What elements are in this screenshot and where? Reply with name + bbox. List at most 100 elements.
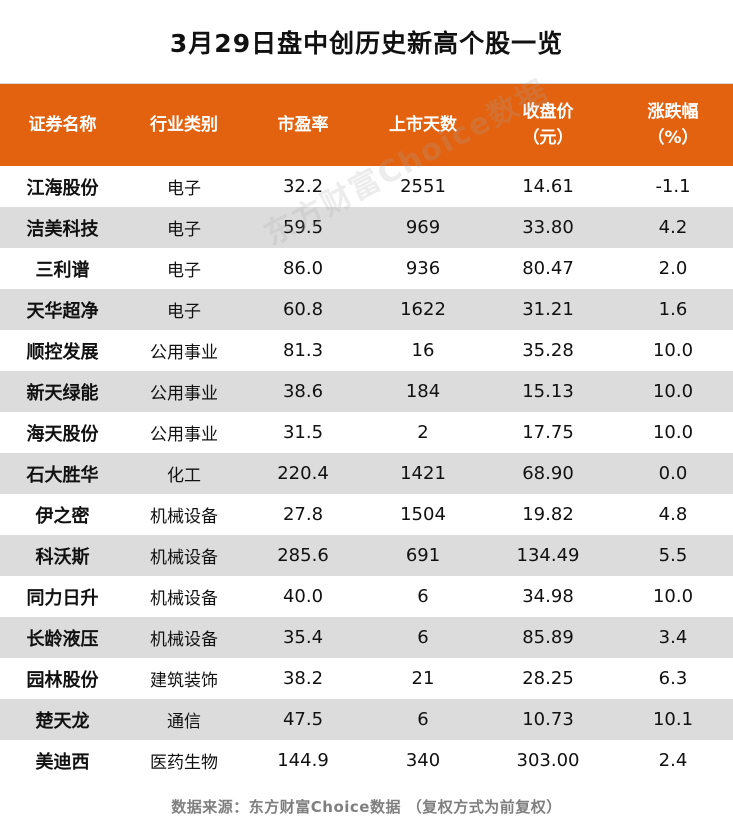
column-header: 市盈率 — [243, 84, 363, 166]
close-price-cell: 85.89 — [483, 617, 613, 658]
stock-name-cell: 顺控发展 — [0, 330, 125, 371]
table-row: 美迪西 医药生物 144.9 340 303.00 2.4 — [0, 740, 733, 781]
column-header-label: 涨跌幅 — [647, 102, 699, 122]
change-pct-cell: 0.0 — [613, 453, 733, 494]
listing-days-cell: 16 — [363, 330, 483, 371]
stock-name-cell: 海天股份 — [0, 412, 125, 453]
stock-name-cell: 楚天龙 — [0, 699, 125, 740]
pe-ratio-cell: 31.5 — [243, 412, 363, 453]
table-row: 江海股份 电子 32.2 2551 14.61 -1.1 — [0, 166, 733, 207]
listing-days-cell: 6 — [363, 699, 483, 740]
stock-name-cell: 天华超净 — [0, 289, 125, 330]
pe-ratio-cell: 86.0 — [243, 248, 363, 289]
column-header: 证券名称 — [0, 84, 125, 166]
page-title: 3月29日盘中创历史新高个股一览 — [169, 28, 564, 58]
table-body: 江海股份 电子 32.2 2551 14.61 -1.1 洁美科技 电子 59.5 969 33.8… — [0, 166, 733, 781]
pe-ratio-cell: 40.0 — [243, 576, 363, 617]
header-row: 证券名称 行业类别 市盈率 上市天数 收盘价 （元） 涨跌幅 （%） — [0, 84, 733, 166]
column-header-label: 收盘价 — [522, 102, 574, 122]
industry-cell: 电子 — [125, 248, 243, 289]
table-row: 同力日升 机械设备 40.0 6 34.98 10.0 — [0, 576, 733, 617]
industry-cell: 公用事业 — [125, 412, 243, 453]
stock-name-cell: 江海股份 — [0, 166, 125, 207]
close-price-cell: 134.49 — [483, 535, 613, 576]
industry-cell: 机械设备 — [125, 576, 243, 617]
listing-days-cell: 1421 — [363, 453, 483, 494]
pe-ratio-cell: 47.5 — [243, 699, 363, 740]
change-pct-cell: -1.1 — [613, 166, 733, 207]
industry-cell: 建筑装饰 — [125, 658, 243, 699]
data-source-footer: 数据来源：东方财富Choice数据 （复权方式为前复权） — [171, 797, 562, 816]
change-pct-cell: 3.4 — [613, 617, 733, 658]
industry-cell: 医药生物 — [125, 740, 243, 781]
table-row: 天华超净 电子 60.8 1622 31.21 1.6 — [0, 289, 733, 330]
table-row: 新天绿能 公用事业 38.6 184 15.13 10.0 — [0, 371, 733, 412]
change-pct-cell: 2.4 — [613, 740, 733, 781]
close-price-cell: 31.21 — [483, 289, 613, 330]
industry-cell: 电子 — [125, 207, 243, 248]
table-row: 园林股份 建筑装饰 38.2 21 28.25 6.3 — [0, 658, 733, 699]
pe-ratio-cell: 38.2 — [243, 658, 363, 699]
stock-name-cell: 石大胜华 — [0, 453, 125, 494]
industry-cell: 机械设备 — [125, 494, 243, 535]
column-header-label: 上市天数 — [389, 115, 457, 135]
table-row: 石大胜华 化工 220.4 1421 68.90 0.0 — [0, 453, 733, 494]
pe-ratio-cell: 27.8 — [243, 494, 363, 535]
column-header: 收盘价 （元） — [483, 84, 613, 166]
pe-ratio-cell: 144.9 — [243, 740, 363, 781]
pe-ratio-cell: 81.3 — [243, 330, 363, 371]
column-header-label: 证券名称 — [28, 115, 97, 135]
industry-cell: 电子 — [125, 166, 243, 207]
close-price-cell: 80.47 — [483, 248, 613, 289]
close-price-cell: 19.82 — [483, 494, 613, 535]
industry-cell: 化工 — [125, 453, 243, 494]
stock-name-cell: 科沃斯 — [0, 535, 125, 576]
listing-days-cell: 1504 — [363, 494, 483, 535]
close-price-cell: 68.90 — [483, 453, 613, 494]
close-price-cell: 34.98 — [483, 576, 613, 617]
listing-days-cell: 2 — [363, 412, 483, 453]
change-pct-cell: 4.2 — [613, 207, 733, 248]
pe-ratio-cell: 38.6 — [243, 371, 363, 412]
stock-name-cell: 三利谱 — [0, 248, 125, 289]
listing-days-cell: 184 — [363, 371, 483, 412]
listing-days-cell: 1622 — [363, 289, 483, 330]
pe-ratio-cell: 60.8 — [243, 289, 363, 330]
change-pct-cell: 4.8 — [613, 494, 733, 535]
pe-ratio-cell: 32.2 — [243, 166, 363, 207]
change-pct-cell: 10.0 — [613, 576, 733, 617]
industry-cell: 机械设备 — [125, 617, 243, 658]
change-pct-cell: 10.0 — [613, 330, 733, 371]
listing-days-cell: 21 — [363, 658, 483, 699]
industry-cell: 机械设备 — [125, 535, 243, 576]
industry-cell: 公用事业 — [125, 371, 243, 412]
column-header-label: 行业类别 — [150, 115, 218, 135]
close-price-cell: 14.61 — [483, 166, 613, 207]
table-row: 三利谱 电子 86.0 936 80.47 2.0 — [0, 248, 733, 289]
pe-ratio-cell: 35.4 — [243, 617, 363, 658]
stock-name-cell: 同力日升 — [0, 576, 125, 617]
pe-ratio-cell: 285.6 — [243, 535, 363, 576]
pe-ratio-cell: 220.4 — [243, 453, 363, 494]
stock-name-cell: 长龄液压 — [0, 617, 125, 658]
close-price-cell: 28.25 — [483, 658, 613, 699]
listing-days-cell: 340 — [363, 740, 483, 781]
column-header: 上市天数 — [363, 84, 483, 166]
column-header-unit: （元） — [522, 128, 574, 148]
listing-days-cell: 936 — [363, 248, 483, 289]
table-row: 长龄液压 机械设备 35.4 6 85.89 3.4 — [0, 617, 733, 658]
table-row: 顺控发展 公用事业 81.3 16 35.28 10.0 — [0, 330, 733, 371]
change-pct-cell: 6.3 — [613, 658, 733, 699]
table-row: 伊之密 机械设备 27.8 1504 19.82 4.8 — [0, 494, 733, 535]
change-pct-cell: 10.1 — [613, 699, 733, 740]
close-price-cell: 33.80 — [483, 207, 613, 248]
column-header: 涨跌幅 （%） — [613, 84, 733, 166]
change-pct-cell: 10.0 — [613, 371, 733, 412]
close-price-cell: 15.13 — [483, 371, 613, 412]
stock-name-cell: 新天绿能 — [0, 371, 125, 412]
column-header: 行业类别 — [125, 84, 243, 166]
listing-days-cell: 6 — [363, 617, 483, 658]
table-row: 楚天龙 通信 47.5 6 10.73 10.1 — [0, 699, 733, 740]
industry-cell: 电子 — [125, 289, 243, 330]
close-price-cell: 35.28 — [483, 330, 613, 371]
